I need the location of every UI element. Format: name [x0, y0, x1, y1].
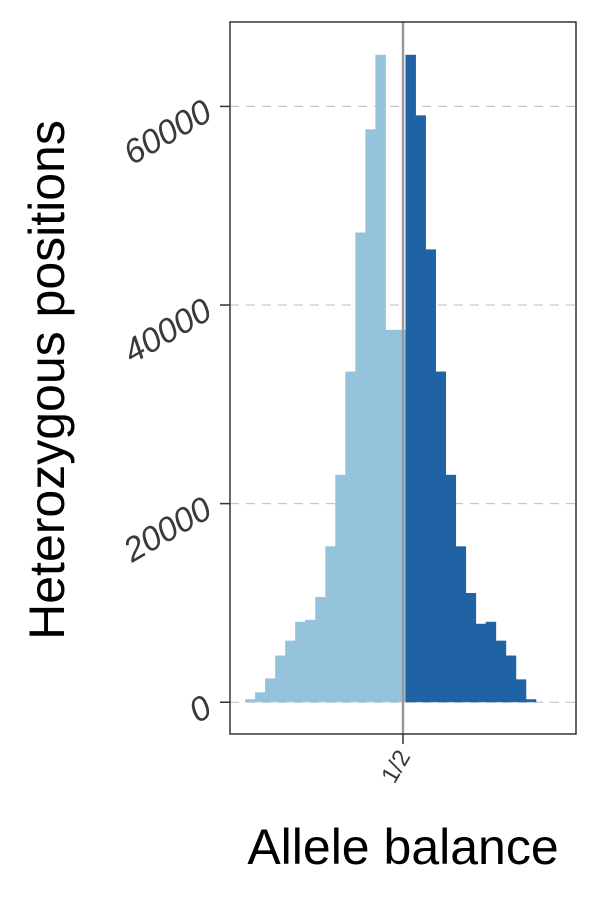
y-tick-label-3: 60000 — [117, 92, 218, 172]
bar-left-13 — [375, 54, 386, 703]
bar-left-2 — [265, 678, 276, 703]
bar-left-14 — [385, 329, 396, 703]
bar-right-7 — [475, 623, 487, 703]
bar-right-6 — [465, 592, 477, 703]
bar-left-6 — [305, 619, 316, 703]
bar-left-8 — [325, 546, 336, 703]
bar-right-0 — [405, 54, 416, 703]
y-tick-label-1: 20000 — [116, 490, 218, 571]
y-tick-label-0: 0 — [183, 688, 218, 730]
bar-right-1 — [415, 115, 426, 703]
bar-left-0 — [245, 699, 256, 703]
bar-left-11 — [355, 232, 366, 703]
bar-left-9 — [335, 474, 346, 703]
bar-right-2 — [425, 249, 436, 703]
bar-right-10 — [505, 655, 517, 703]
bar-left-10 — [345, 371, 356, 703]
bar-left-3 — [275, 655, 286, 703]
histogram-bars — [245, 54, 537, 703]
bar-left-15 — [395, 329, 406, 703]
x-axis-title: Allele balance — [247, 819, 558, 875]
bar-right-11 — [515, 679, 527, 703]
y-axis-title: Heterozygous positions — [19, 120, 75, 640]
bar-left-7 — [315, 596, 326, 703]
bar-left-5 — [295, 621, 306, 703]
bar-right-4 — [445, 474, 457, 703]
bar-left-4 — [285, 640, 296, 703]
bar-right-5 — [455, 546, 467, 703]
x-axis: 1/2 — [376, 734, 416, 788]
bar-right-3 — [435, 371, 447, 703]
x-tick-label-0: 1/2 — [376, 746, 416, 788]
bar-left-12 — [365, 129, 376, 703]
bar-left-1 — [255, 692, 266, 703]
y-tick-label-2: 40000 — [117, 291, 218, 371]
bar-right-8 — [485, 621, 497, 703]
bar-right-9 — [495, 640, 507, 703]
bar-right-12 — [525, 699, 537, 703]
y-axis: 0 20000 40000 60000 — [116, 92, 230, 731]
